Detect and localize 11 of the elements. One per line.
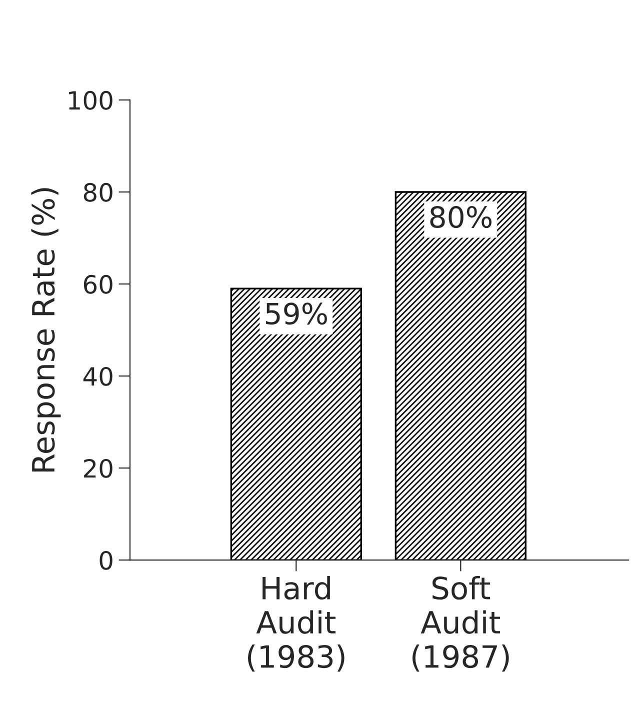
x-tick-label: Soft Audit (1987) <box>412 576 509 672</box>
data-label: 80% <box>430 206 492 228</box>
y-tick-label: 0 <box>100 550 112 570</box>
data-label: 59% <box>266 302 327 325</box>
y-tick-label: 100 <box>69 90 112 110</box>
y-tick-label: 40 <box>83 366 112 386</box>
x-tick-label: Hard Audit (1983) <box>248 576 344 672</box>
y-tick-label: 60 <box>84 274 112 294</box>
y-tick-label: 20 <box>84 458 112 478</box>
y-axis-title: Response Rate (%) <box>31 188 61 472</box>
y-tick-label: 80 <box>84 182 112 202</box>
